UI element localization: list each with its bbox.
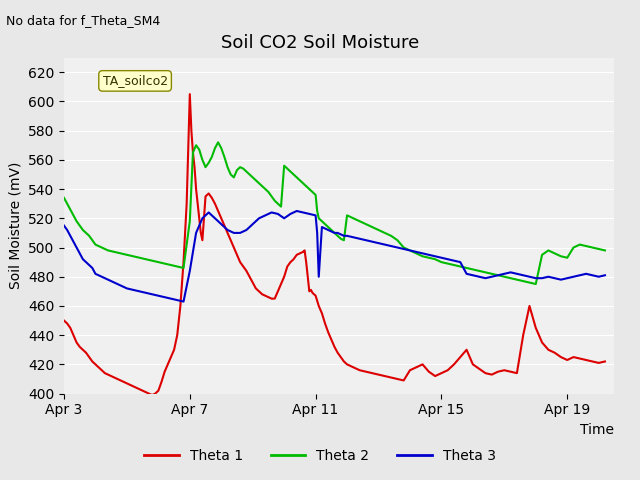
- Legend: Theta 1, Theta 2, Theta 3: Theta 1, Theta 2, Theta 3: [138, 443, 502, 468]
- Y-axis label: Soil Moisture (mV): Soil Moisture (mV): [8, 162, 22, 289]
- Text: TA_soilco2: TA_soilco2: [102, 74, 168, 87]
- X-axis label: Time: Time: [580, 423, 614, 437]
- Text: No data for f_Theta_SM4: No data for f_Theta_SM4: [6, 14, 161, 27]
- Text: Soil CO2 Soil Moisture: Soil CO2 Soil Moisture: [221, 34, 419, 51]
